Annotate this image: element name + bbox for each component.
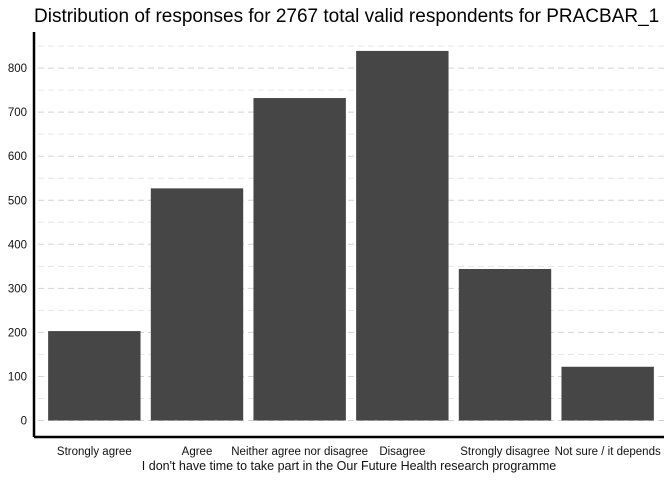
x-tick-label: Neither agree nor disagree [231, 446, 368, 458]
x-tick-label: Disagree [379, 446, 425, 458]
x-tick-label: Agree [182, 446, 213, 458]
chart-title: Distribution of responses for 2767 total… [34, 6, 659, 27]
bar [150, 188, 244, 421]
bar [458, 268, 552, 421]
bars [48, 50, 654, 421]
bar [356, 50, 449, 421]
y-tick-label: 0 [21, 416, 27, 428]
y-tick-label: 300 [8, 283, 27, 295]
bar [48, 331, 141, 421]
y-axis-ticks: 0 100 200 300 400 500 600 700 800 [8, 63, 27, 427]
y-tick-label: 100 [8, 371, 27, 383]
y-tick-label: 400 [8, 239, 27, 251]
y-tick-label: 700 [8, 107, 27, 119]
grid-lines [38, 45, 664, 421]
x-axis-ticks: Strongly agree Agree Neither agree nor dis… [57, 446, 661, 458]
y-tick-label: 500 [8, 195, 27, 207]
x-tick-label: Strongly disagree [460, 446, 550, 458]
x-tick-label: Strongly agree [57, 446, 132, 458]
y-tick-label: 800 [8, 63, 27, 75]
y-tick-label: 200 [8, 327, 27, 339]
bar [561, 366, 654, 421]
y-tick-label: 600 [8, 151, 27, 163]
bar [253, 98, 346, 421]
x-tick-label: Not sure / it depends [555, 446, 661, 458]
x-axis-label: I don't have time to take part in the Ou… [142, 459, 556, 473]
